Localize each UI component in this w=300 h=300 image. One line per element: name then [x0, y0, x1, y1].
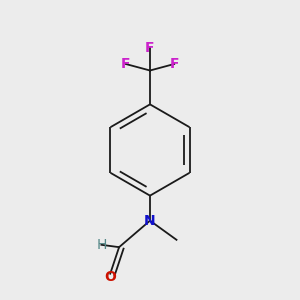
Text: F: F	[145, 41, 155, 56]
Text: H: H	[96, 238, 106, 252]
Text: F: F	[169, 57, 179, 71]
Text: F: F	[121, 57, 130, 71]
Text: O: O	[104, 270, 116, 284]
Text: N: N	[144, 214, 156, 228]
